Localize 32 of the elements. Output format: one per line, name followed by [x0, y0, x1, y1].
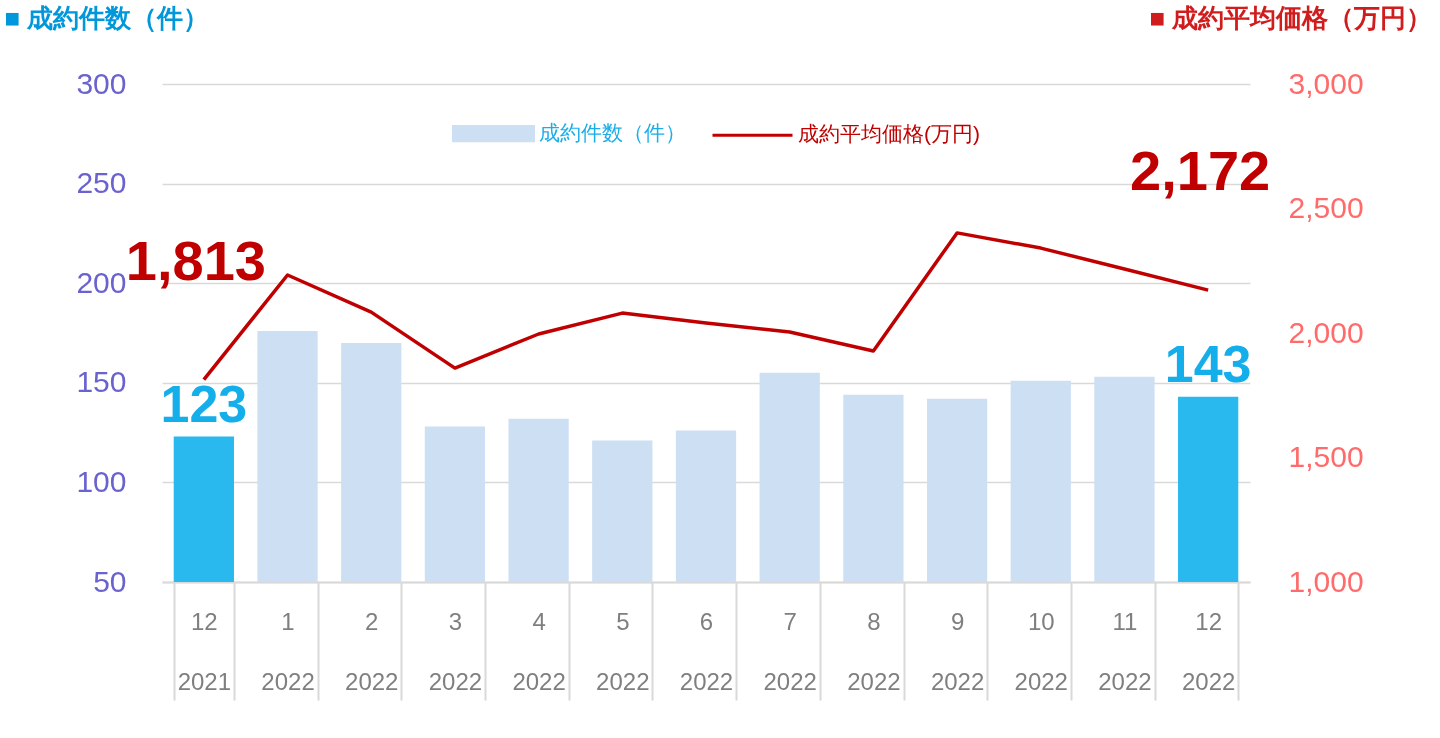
category-label: 11 2022	[1098, 607, 1152, 695]
category-label: 3 2022	[428, 607, 483, 695]
y-tick-label: 250	[76, 166, 127, 200]
y-tick-label: 200	[76, 265, 127, 299]
y-tick-label: 150	[76, 365, 127, 399]
category-label: 1 2022	[261, 607, 315, 695]
y-tick-label: 300	[76, 66, 127, 100]
y2-axis-title: ■ 成約平均価格（万円）	[1149, 2, 1433, 33]
category-label: 6 2022	[679, 607, 734, 695]
y2-tick-label: 2,000	[1288, 315, 1364, 349]
legend-label: 成約件数（件）	[539, 120, 686, 144]
legend-label: 成約平均価格(万円)	[798, 122, 980, 146]
category-label: 12 2021	[177, 607, 232, 695]
y2-tick-label: 2,500	[1288, 191, 1364, 224]
category-label: 8 2022	[847, 607, 901, 695]
data-label: 143	[1164, 334, 1252, 393]
category-label: 9 2022	[930, 607, 985, 695]
y2-tick-label: 1,000	[1288, 564, 1364, 598]
data-label: 2,172	[1130, 139, 1271, 203]
data-label: 1,813	[125, 228, 266, 292]
y-tick-label: 50	[93, 564, 127, 598]
category-label: 5 2022	[596, 607, 650, 695]
category-label: 7 2022	[763, 607, 817, 695]
category-label: 4 2022	[512, 607, 566, 695]
data-label: 123	[160, 374, 248, 433]
y2-tick-label: 1,500	[1288, 440, 1364, 473]
category-label: 12 2022	[1181, 607, 1236, 695]
y-tick-label: 100	[76, 464, 127, 498]
category-label: 2 2022	[345, 607, 399, 695]
y-axis-title: ■ 成約件数（件）	[4, 2, 210, 33]
category-label: 10 2022	[1014, 607, 1068, 695]
y2-tick-label: 3,000	[1288, 66, 1364, 100]
